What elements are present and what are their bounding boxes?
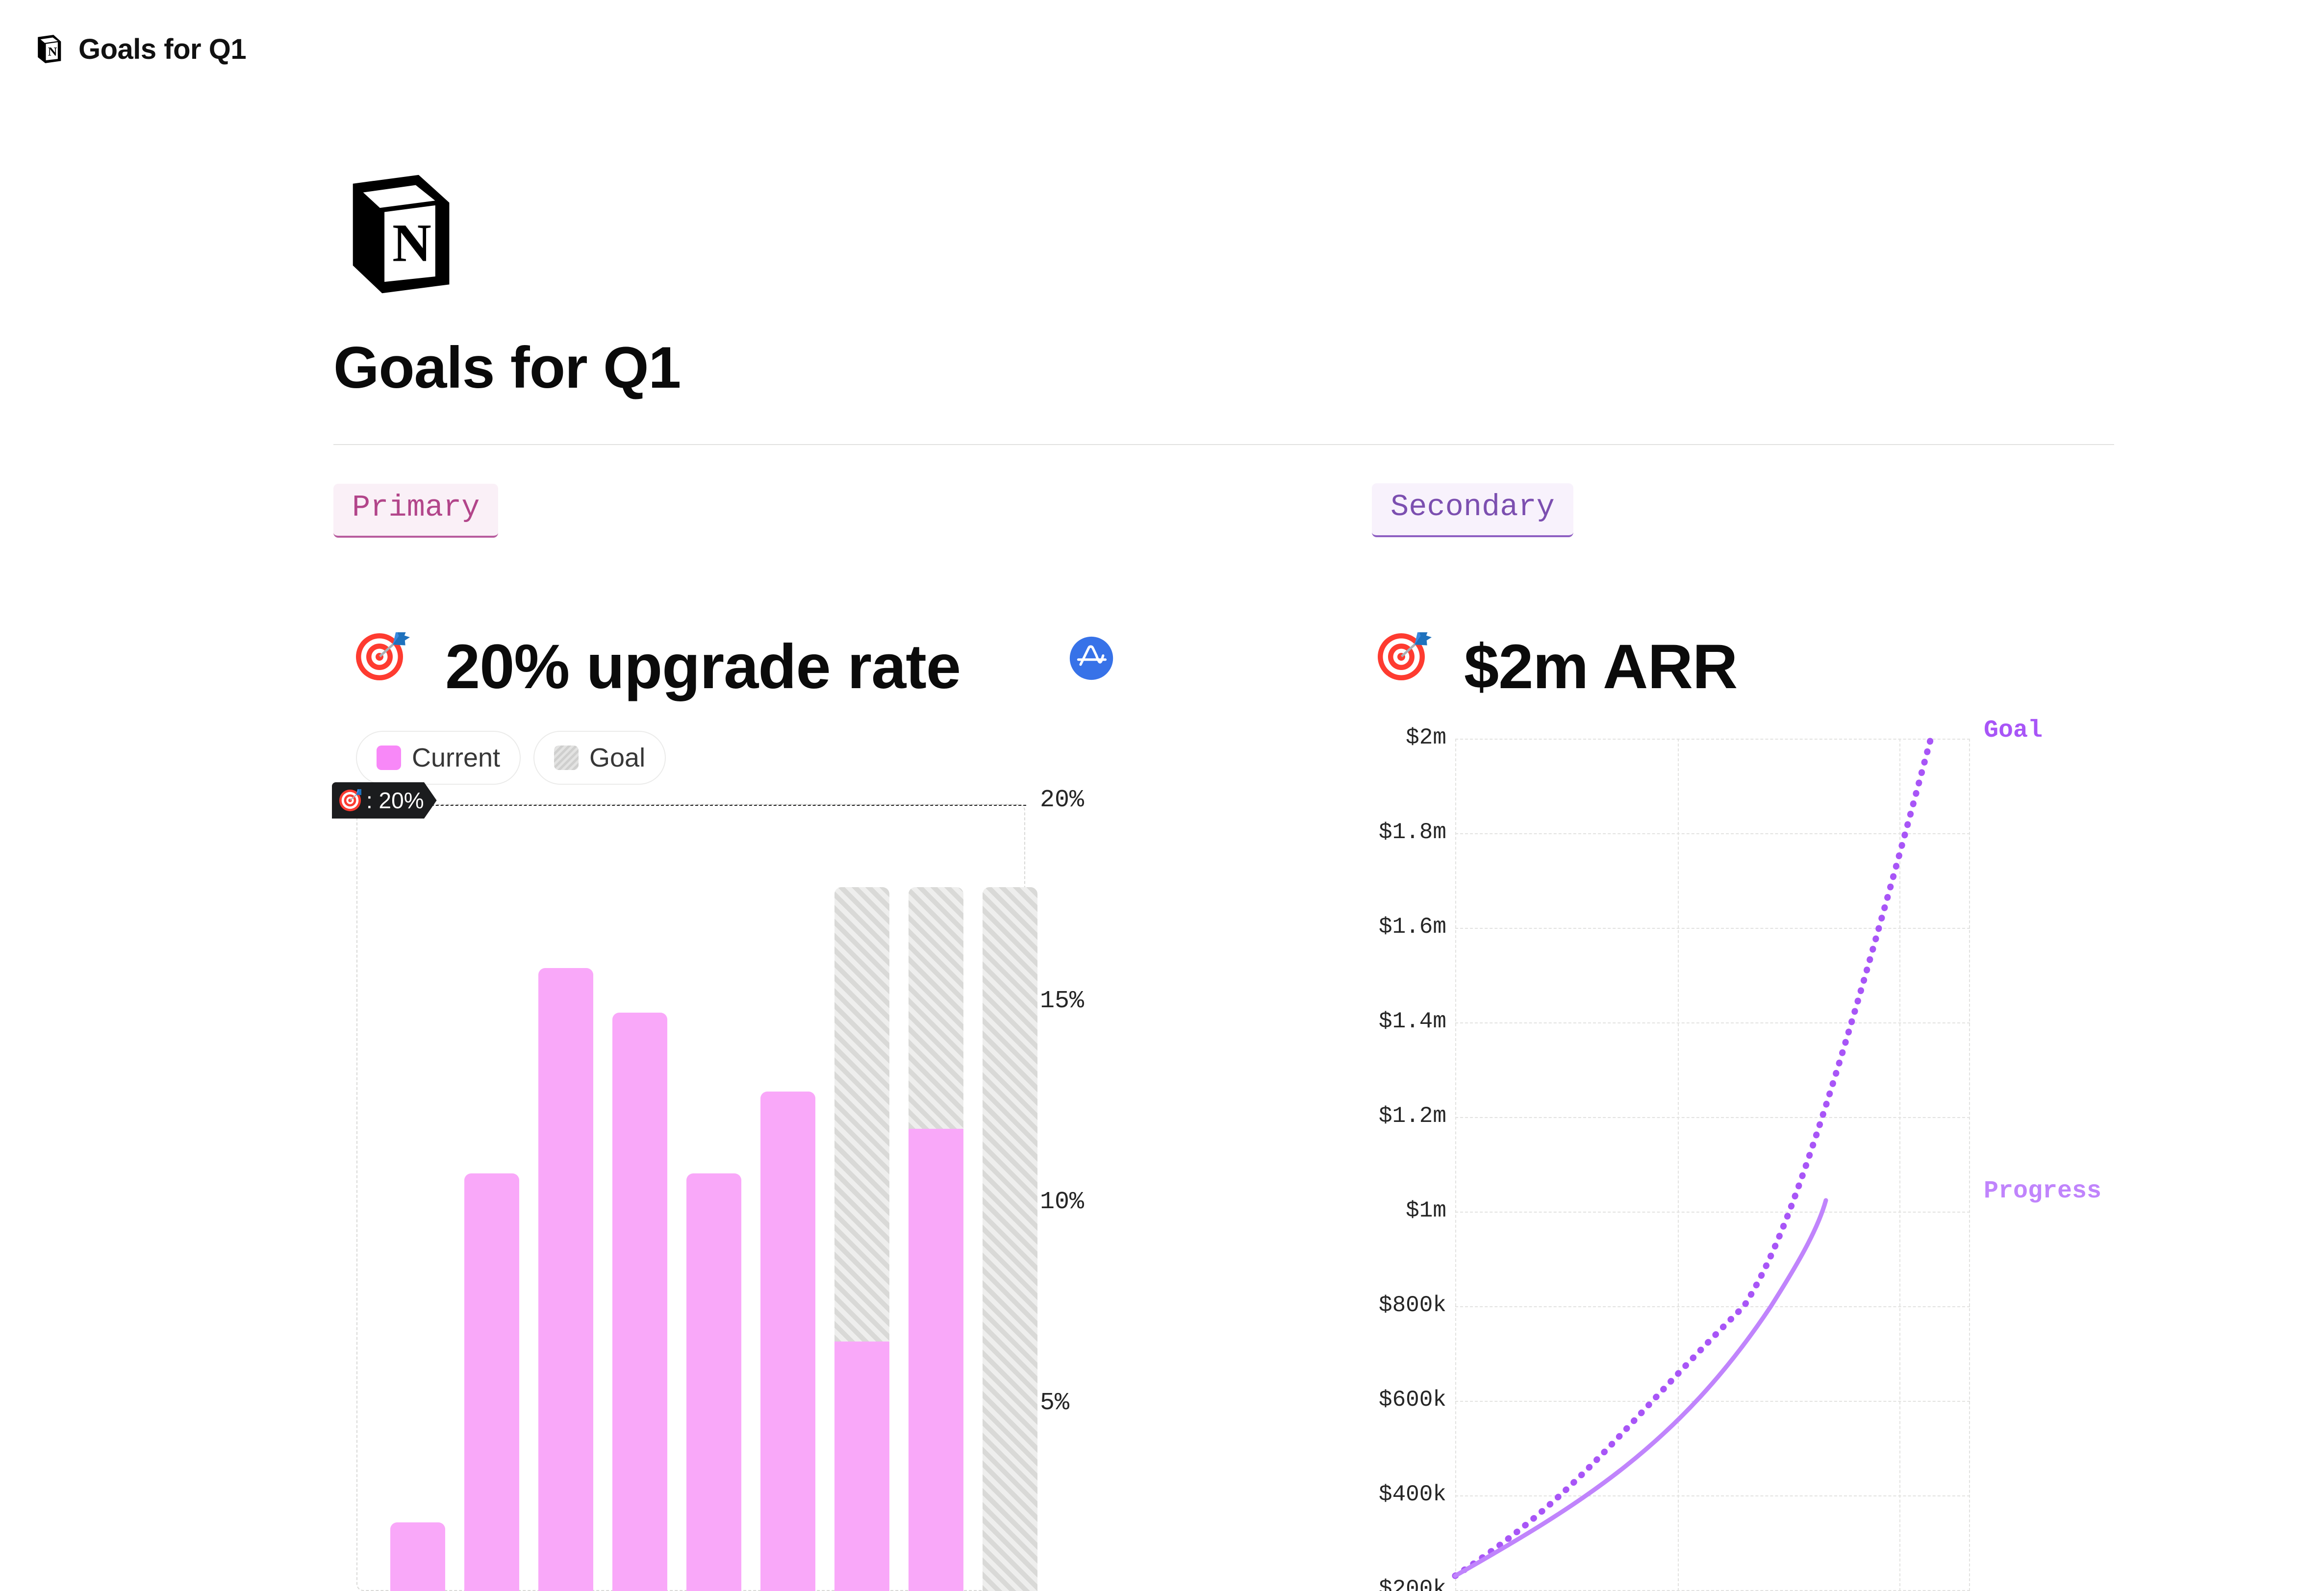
svg-text:N: N [48,45,57,59]
svg-text:N: N [392,213,431,273]
